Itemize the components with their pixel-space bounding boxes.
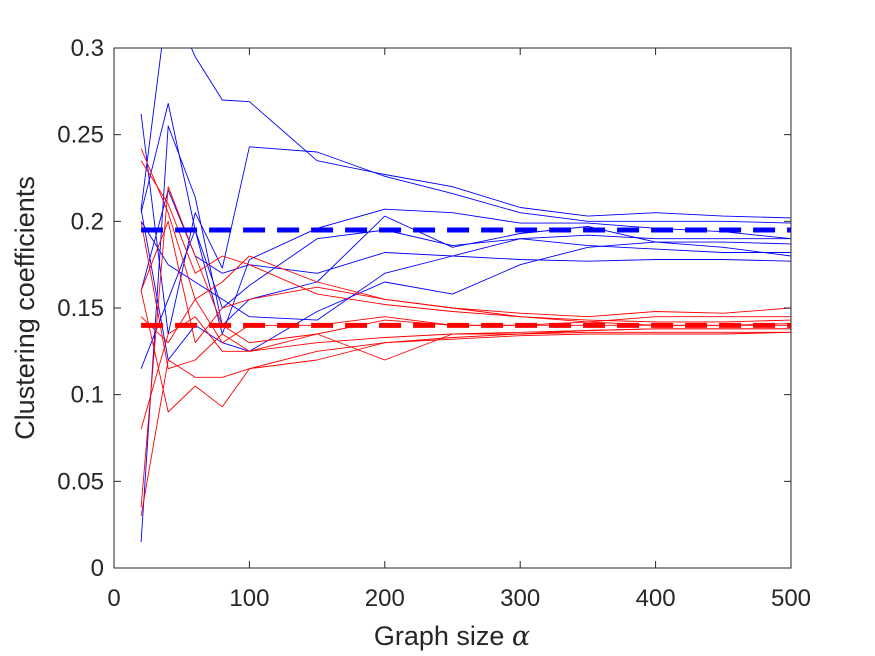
y-tick-label: 0.05: [57, 468, 104, 495]
series-line-blue-8: [140, 221, 791, 321]
y-tick-label: 0: [91, 555, 104, 582]
x-tick-label: 0: [107, 585, 120, 612]
x-axis-label-text: Graph size: [374, 621, 505, 651]
y-tick-label: 0.15: [57, 295, 104, 322]
series-line-red-8: [140, 221, 791, 370]
tick-layer: 0 100 200 300 400 500 0 0.05 0.1 0.15 0.2 0.25 0.3: [57, 35, 811, 612]
reference-lines-layer: [141, 227, 791, 328]
x-tick-label: 400: [636, 585, 676, 612]
series-line-red-4: [140, 186, 791, 508]
x-axis-label-symbol: α: [512, 621, 530, 652]
x-tick-label: 200: [365, 585, 405, 612]
x-axis-label: Graph size α: [374, 621, 530, 652]
series-line-blue-1: [140, 48, 791, 219]
x-tick-label: 300: [500, 585, 540, 612]
y-tick-label: 0.3: [71, 35, 104, 62]
y-axis-label: Clustering coefficients: [10, 176, 40, 440]
y-tick-label: 0.25: [57, 122, 104, 149]
x-tick-label: 500: [771, 585, 811, 612]
series-line-blue-2: [140, 113, 791, 335]
y-tick-label: 0.2: [71, 208, 104, 235]
series-line-red-2: [140, 160, 791, 323]
y-tick-label: 0.1: [71, 382, 104, 409]
x-tick-label: 100: [229, 585, 269, 612]
series-line-red-7: [140, 331, 791, 517]
